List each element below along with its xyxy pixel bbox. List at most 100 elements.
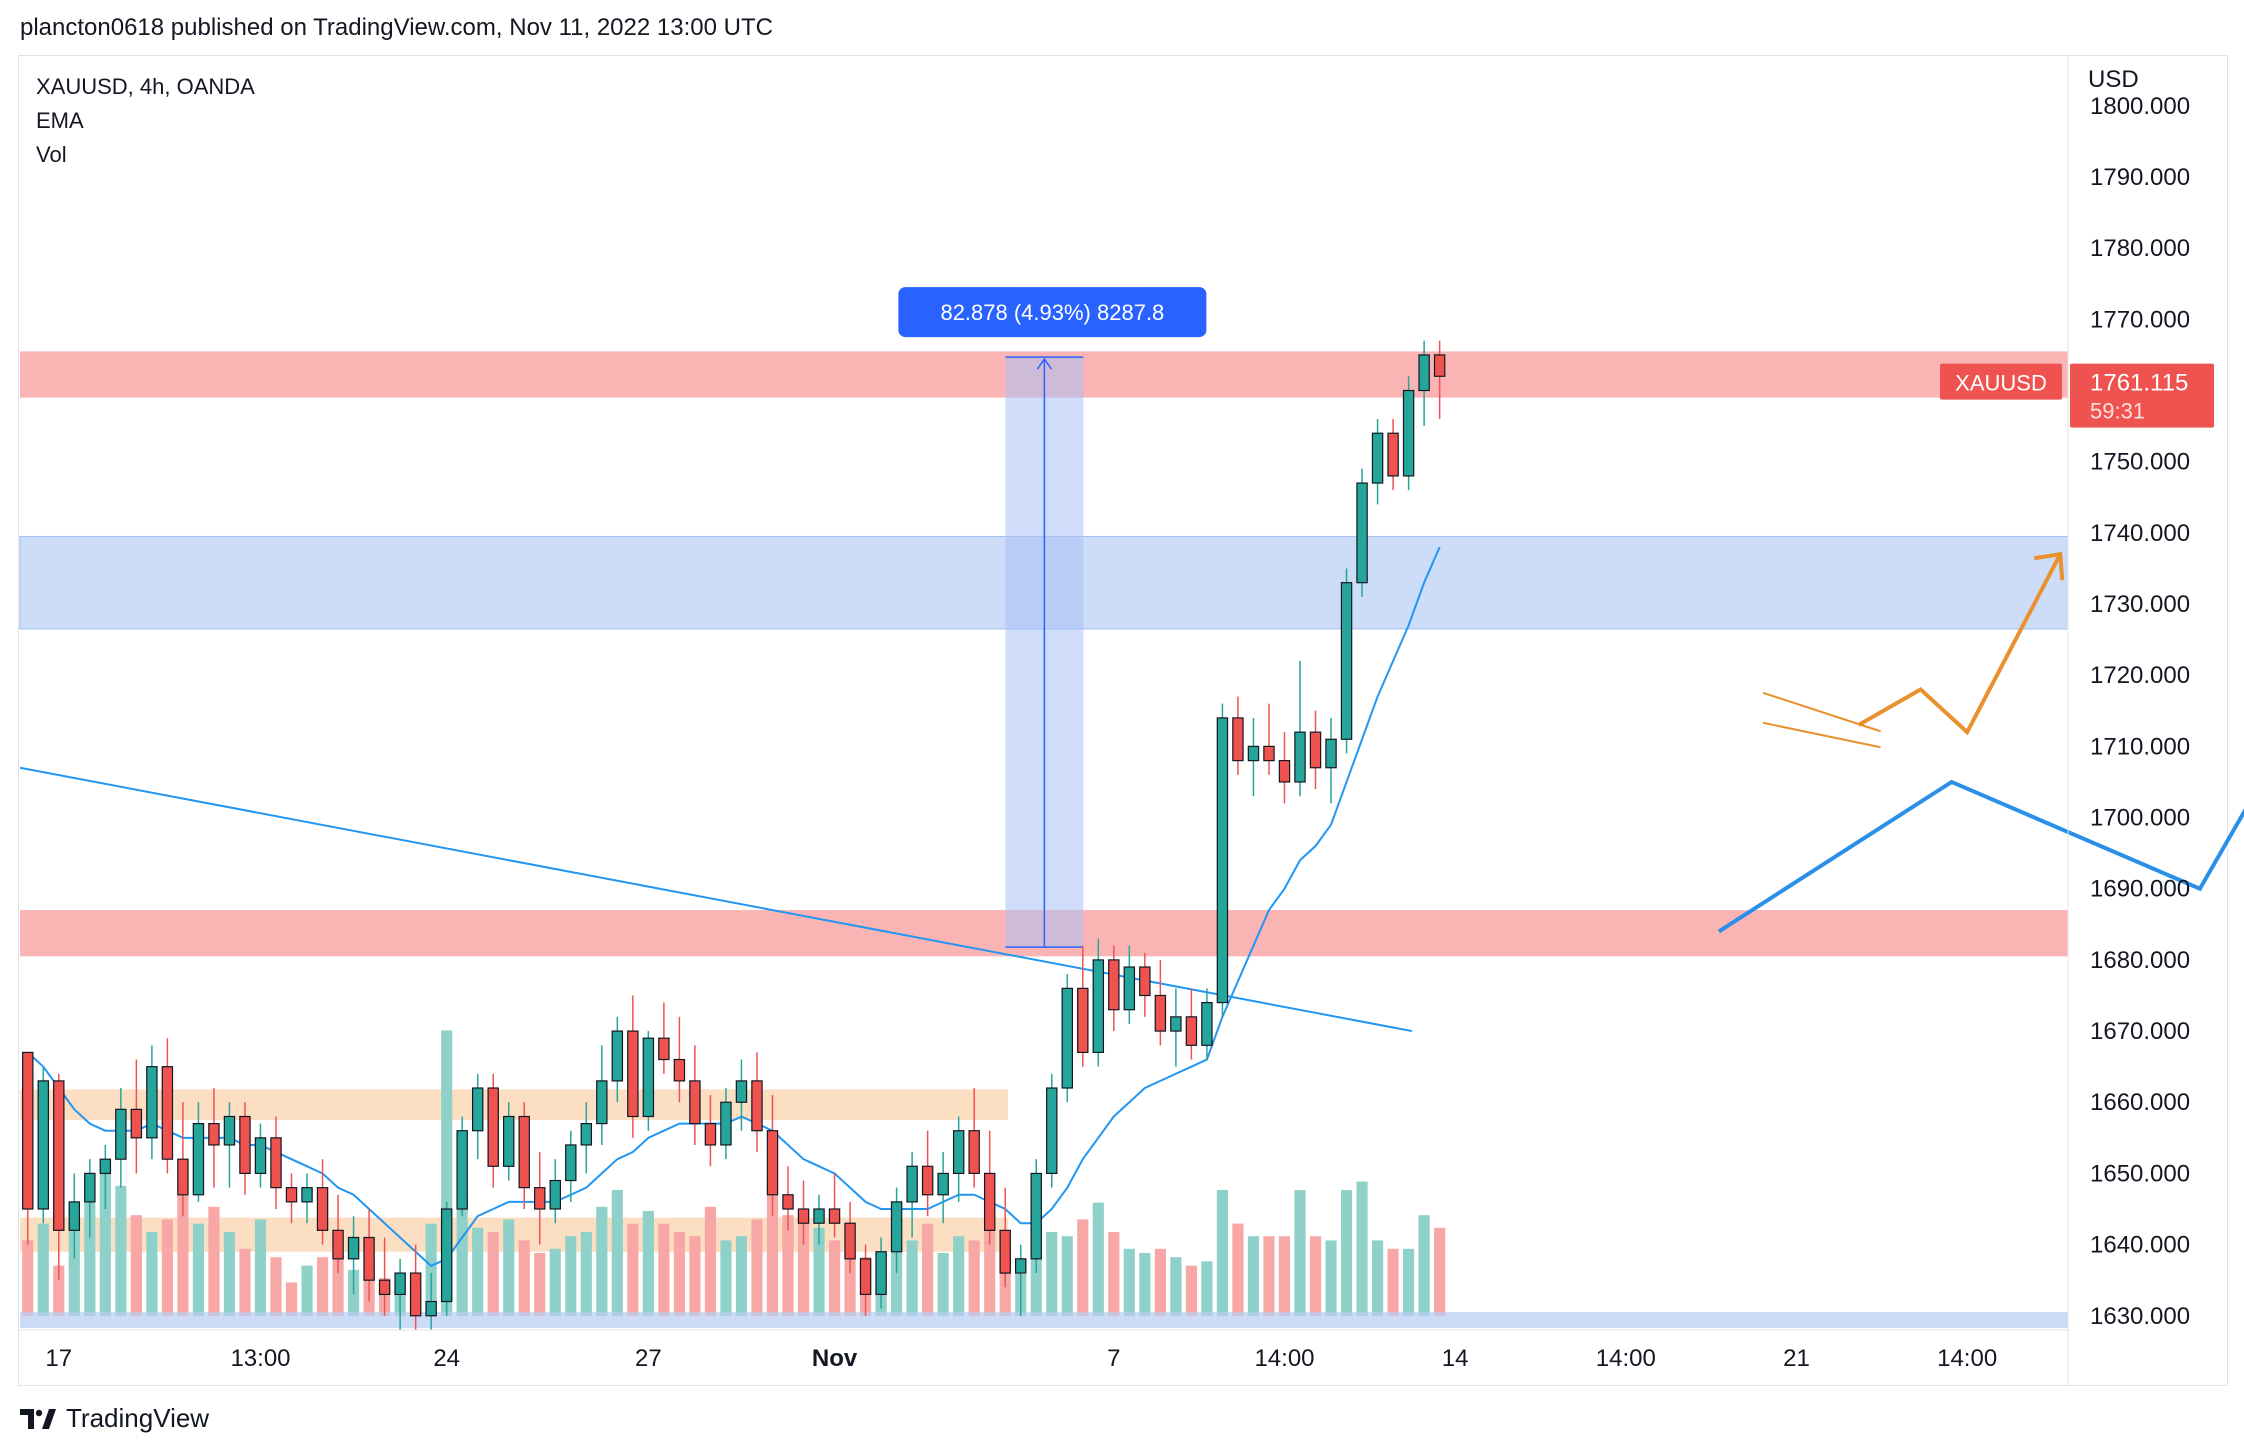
- tradingview-logo-icon: [20, 1408, 56, 1429]
- volume-bar: [565, 1236, 577, 1316]
- volume-layer: [20, 1030, 2068, 1328]
- price-tick-label: 1710.000: [2090, 733, 2190, 760]
- volume-bar: [1216, 1190, 1229, 1316]
- volume-bar: [99, 1169, 111, 1316]
- candle-body: [270, 1137, 282, 1189]
- volume-bar: [1263, 1236, 1275, 1316]
- volume-bar: [891, 1236, 903, 1316]
- volume-bar: [115, 1185, 127, 1316]
- volume-bar: [720, 1240, 732, 1316]
- candle-body: [1216, 717, 1229, 1004]
- volume-bar: [208, 1206, 220, 1316]
- price-tick-label: 1770.000: [2090, 306, 2190, 333]
- legend-vol[interactable]: Vol: [36, 142, 67, 167]
- volume-bar: [1325, 1240, 1337, 1316]
- volume-bar: [627, 1223, 639, 1316]
- candle-body: [999, 1229, 1011, 1274]
- volume-bar: [68, 1206, 80, 1316]
- countdown-label: 59:31: [2090, 399, 2145, 424]
- volume-bar: [735, 1236, 748, 1316]
- volume-bar: [1278, 1236, 1291, 1316]
- time-tick-label: 14:00: [1596, 1345, 1656, 1372]
- candle-body: [1309, 731, 1322, 769]
- volume-bar: [580, 1232, 592, 1316]
- candle-body: [720, 1101, 732, 1146]
- volume-bar: [316, 1257, 329, 1316]
- volume-bar: [1139, 1253, 1151, 1316]
- candle-body: [130, 1108, 143, 1139]
- price-tick-label: 1780.000: [2090, 235, 2190, 262]
- volume-bar: [1061, 1236, 1073, 1316]
- candle-body: [254, 1137, 267, 1175]
- candle-body: [503, 1115, 515, 1167]
- volume-bar: [1046, 1232, 1058, 1316]
- volume-bar: [1170, 1257, 1182, 1316]
- candle-body: [1387, 432, 1399, 477]
- volume-bar: [813, 1227, 825, 1316]
- volume-bar: [53, 1265, 65, 1316]
- volume-bar: [239, 1248, 251, 1316]
- candle-body: [425, 1300, 437, 1317]
- volume-bar: [1387, 1248, 1399, 1316]
- candle-body: [859, 1258, 872, 1296]
- volume-bar: [689, 1236, 701, 1316]
- candle-body: [1092, 959, 1105, 1054]
- candle-body: [99, 1158, 112, 1175]
- candle-body: [1263, 745, 1275, 762]
- footer-brand[interactable]: TradingView: [20, 1403, 209, 1434]
- volume-bar: [937, 1253, 949, 1316]
- time-tick-label: 24: [433, 1345, 460, 1372]
- candle-body: [192, 1122, 205, 1196]
- volume-bar: [922, 1223, 934, 1316]
- volume-band: [20, 1312, 2068, 1328]
- volume-bar: [503, 1219, 515, 1316]
- zone-orange-3: [20, 1089, 1008, 1121]
- legend-symbol[interactable]: XAUUSD, 4h, OANDA: [36, 74, 255, 99]
- time-tick-label: 14:00: [1254, 1345, 1314, 1372]
- volume-bar: [766, 1181, 779, 1316]
- volume-bar: [1185, 1265, 1197, 1316]
- volume-bar: [130, 1215, 142, 1316]
- volume-bar: [968, 1240, 980, 1316]
- volume-bar: [1247, 1236, 1260, 1316]
- volume-bar: [1309, 1236, 1322, 1316]
- volume-bar: [1371, 1240, 1384, 1316]
- measure-label-box: [898, 287, 1207, 338]
- candle-body: [68, 1201, 81, 1231]
- candle-body: [906, 1165, 918, 1203]
- candle-body: [440, 1208, 453, 1303]
- candle-body: [471, 1087, 484, 1132]
- candle-body: [813, 1208, 825, 1224]
- volume-bar: [953, 1236, 965, 1316]
- legend-ema[interactable]: EMA: [36, 108, 84, 133]
- candle-body: [456, 1130, 468, 1210]
- candle-body: [347, 1236, 360, 1260]
- candle-body: [1139, 966, 1151, 997]
- measure-arrow-head: [1036, 357, 1052, 370]
- candle-body: [1046, 1087, 1058, 1175]
- candle-body: [735, 1080, 748, 1103]
- price-tick-label: 1750.000: [2090, 449, 2190, 476]
- volume-bar: [984, 1223, 996, 1316]
- volume-bar: [1356, 1181, 1368, 1316]
- price-tick-label: 1720.000: [2090, 662, 2190, 689]
- volume-bar: [301, 1265, 313, 1316]
- volume-bar: [285, 1282, 298, 1316]
- candle-body: [1371, 432, 1384, 484]
- candle-body: [409, 1272, 422, 1317]
- candle-body: [378, 1279, 391, 1296]
- candle-body: [1278, 760, 1291, 783]
- axis-layer: USD1800.0001790.0001780.0001770.0001760.…: [18, 55, 2214, 1386]
- volume-bar: [828, 1240, 841, 1316]
- candle-body: [921, 1165, 934, 1196]
- volume-bar: [223, 1232, 236, 1316]
- candle-body: [301, 1187, 313, 1203]
- measure-label: 82.878 (4.93%) 8287.8: [940, 300, 1164, 325]
- volume-bar: [549, 1248, 561, 1316]
- candle-body: [285, 1187, 298, 1203]
- volume-bar: [1340, 1190, 1353, 1316]
- candle-body: [1015, 1258, 1027, 1274]
- projection-blue-path: [1717, 779, 2244, 934]
- time-tick-label: 17: [45, 1345, 72, 1372]
